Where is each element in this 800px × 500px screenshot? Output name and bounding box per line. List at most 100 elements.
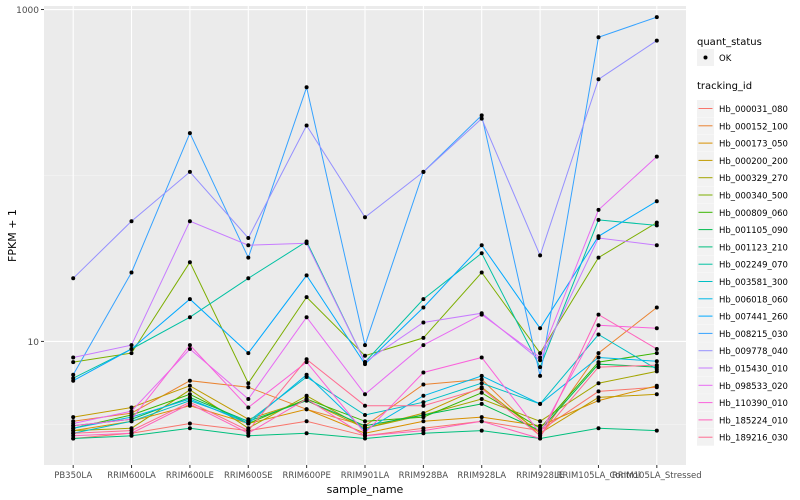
data-point	[129, 219, 134, 224]
x-tick-label: RRIM901LA	[341, 471, 390, 481]
data-point	[421, 169, 426, 174]
data-point	[304, 241, 309, 246]
data-point	[654, 367, 659, 372]
data-point	[246, 381, 251, 386]
data-point	[596, 207, 601, 212]
data-point	[479, 243, 484, 248]
data-point	[654, 15, 659, 20]
data-point	[654, 351, 659, 356]
data-point	[421, 393, 426, 398]
x-axis-title: sample_name	[327, 483, 404, 496]
data-point	[187, 383, 192, 388]
data-point	[363, 360, 367, 365]
legend-label: Hb_001105_090	[719, 226, 788, 236]
data-point	[479, 390, 484, 395]
data-point	[304, 315, 309, 320]
data-point	[654, 347, 659, 351]
y-axis-title: FPKM + 1	[6, 209, 19, 262]
data-points	[71, 15, 659, 441]
legend-label: Hb_189216_030	[719, 434, 788, 444]
legend-label: Hb_006018_060	[719, 295, 788, 305]
x-tick-label: RRIM600LA	[107, 471, 156, 481]
legend-label: Hb_000200_200	[719, 157, 788, 167]
data-point	[71, 423, 76, 428]
data-point	[304, 273, 309, 278]
data-point	[479, 428, 484, 433]
data-point	[596, 395, 601, 400]
data-point	[421, 370, 426, 375]
data-point	[246, 351, 251, 356]
data-point	[187, 387, 192, 392]
data-point	[304, 407, 309, 412]
data-point	[304, 393, 309, 398]
data-point	[479, 397, 484, 401]
data-point	[596, 323, 601, 328]
data-point	[654, 38, 659, 43]
data-point	[538, 326, 543, 331]
y-tick-label: 1000	[16, 6, 39, 16]
data-point	[538, 351, 543, 356]
data-point	[654, 326, 659, 331]
data-point	[304, 123, 309, 128]
data-point	[187, 421, 192, 426]
data-point	[187, 260, 192, 265]
legend-label: Hb_000340_500	[719, 192, 788, 202]
data-point	[363, 419, 367, 424]
data-point	[246, 385, 251, 390]
legend-label: Hb_009778_040	[719, 347, 788, 357]
data-point	[129, 343, 134, 348]
data-point	[421, 403, 426, 408]
data-point	[479, 113, 484, 118]
data-point	[363, 215, 367, 220]
legend-label: Hb_185224_010	[719, 416, 788, 426]
data-point	[246, 397, 251, 401]
data-point	[479, 355, 484, 360]
y-tick-label: 10	[28, 338, 40, 348]
legend-key-point	[703, 55, 708, 60]
data-point	[538, 355, 543, 360]
legend-label: Hb_110390_010	[719, 399, 788, 409]
data-point	[304, 360, 309, 365]
data-point	[304, 295, 309, 300]
legend-label: Hb_000329_270	[719, 174, 788, 184]
data-point	[596, 389, 601, 394]
data-point	[187, 219, 192, 224]
data-point	[187, 343, 192, 348]
axes: 10 1000 PB350LA RRIM600LA RRIM600LE RRIM600SE…	[16, 6, 702, 481]
data-point	[654, 154, 659, 159]
legend-label: Hb_002249_070	[719, 261, 788, 271]
data-point	[304, 431, 309, 436]
data-point	[596, 77, 601, 82]
data-point	[129, 405, 134, 410]
data-point	[363, 403, 367, 408]
data-point	[479, 270, 484, 275]
data-point	[71, 276, 76, 281]
data-point	[304, 85, 309, 90]
data-point	[421, 305, 426, 310]
data-point	[246, 405, 251, 410]
data-point	[187, 297, 192, 302]
x-tick-label: RRIM600PE	[282, 471, 330, 481]
data-point	[187, 400, 192, 405]
data-point	[421, 400, 426, 405]
data-point	[129, 270, 134, 275]
data-point	[654, 363, 659, 368]
data-point	[538, 433, 543, 438]
data-point	[538, 419, 543, 424]
data-point	[363, 392, 367, 397]
data-point	[596, 426, 601, 431]
data-point	[304, 372, 309, 377]
data-point	[363, 353, 367, 358]
legend-label: Hb_003581_300	[719, 278, 788, 288]
data-point	[304, 419, 309, 424]
data-point	[538, 253, 543, 258]
data-point	[596, 365, 601, 370]
legend-label: Hb_000152_100	[719, 122, 788, 132]
x-tick-label: RRIM600SE	[224, 471, 273, 481]
data-point	[654, 305, 659, 310]
data-point	[187, 131, 192, 136]
data-point	[421, 413, 426, 417]
data-point	[246, 255, 251, 260]
data-point	[479, 312, 484, 317]
data-point	[479, 419, 484, 424]
